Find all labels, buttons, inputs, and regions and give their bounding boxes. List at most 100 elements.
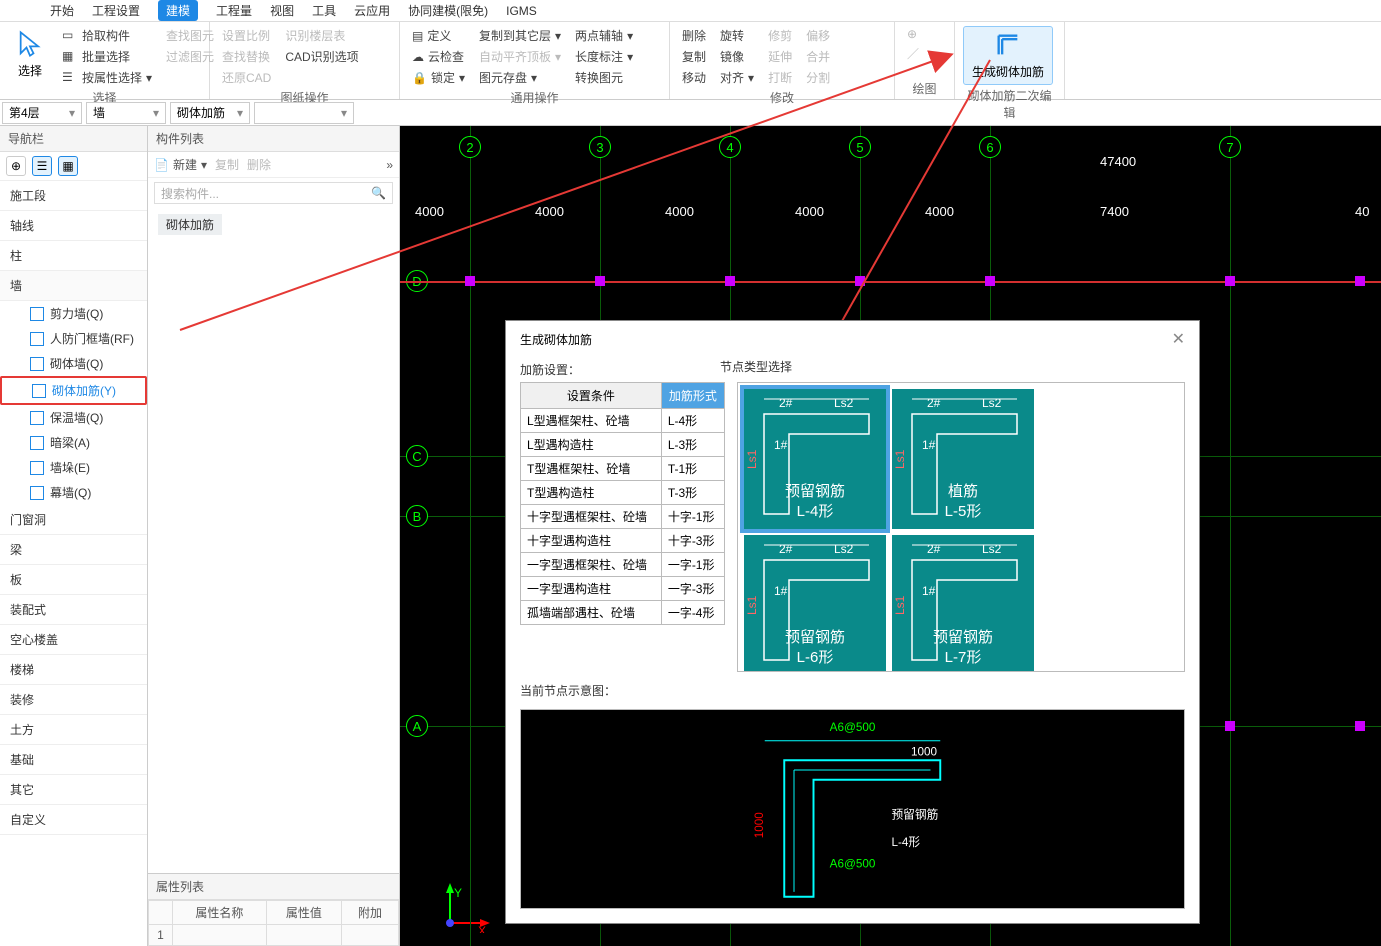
instance-select[interactable]: ▾ [254, 102, 354, 124]
nav-section[interactable]: 梁 [0, 535, 147, 565]
node-card[interactable]: 2#Ls2Ls11#预留钢筋L-6形 [744, 535, 886, 672]
menu-item[interactable]: 工程设置 [92, 2, 140, 19]
nav-section[interactable]: 自定义 [0, 805, 147, 835]
batch-select-button[interactable]: ▦批量选择 [58, 47, 156, 66]
nav-wall-item[interactable]: 暗梁(A) [0, 430, 147, 455]
menu-item[interactable]: 云应用 [354, 2, 390, 19]
copy-button[interactable]: 复制 [678, 47, 710, 66]
nav-section[interactable]: 柱 [0, 241, 147, 271]
nav-wall-item[interactable]: 人防门框墙(RF) [0, 326, 147, 351]
nav-wall-item[interactable]: 墙垛(E) [0, 455, 147, 480]
lock-button[interactable]: 🔒 锁定 ▾ [408, 68, 469, 87]
grip-point[interactable] [1225, 276, 1235, 286]
select-tool[interactable]: 选择 [8, 26, 52, 83]
nav-wall-item[interactable]: 幕墙(Q) [0, 480, 147, 505]
rotate-button[interactable]: 旋转 [716, 26, 758, 45]
grip-point[interactable] [1355, 721, 1365, 731]
align-button[interactable]: 对齐 ▾ [716, 68, 758, 87]
grip-point[interactable] [595, 276, 605, 286]
menu-item[interactable]: 工程量 [216, 2, 252, 19]
cfg-form[interactable]: 一字-3形 [661, 577, 724, 601]
cad-options-button[interactable]: CAD识别选项 [281, 47, 362, 66]
two-point-axis-button[interactable]: 两点辅轴 ▾ [571, 26, 637, 45]
nav-wall-item[interactable]: 砌体加筋(Y) [0, 376, 147, 405]
nav-wall-item[interactable]: 砌体墙(Q) [0, 351, 147, 376]
menu-item[interactable]: IGMS [506, 4, 537, 18]
menu-item[interactable]: 工具 [312, 2, 336, 19]
nav-section[interactable]: 基础 [0, 745, 147, 775]
new-button[interactable]: 📄 新建 ▾ [154, 156, 207, 173]
nav-section[interactable]: 板 [0, 565, 147, 595]
cfg-form[interactable]: T-3形 [661, 481, 724, 505]
restore-cad-button[interactable]: 还原CAD [218, 68, 275, 87]
cfg-condition[interactable]: 一字型遇框架柱、砼墙 [521, 553, 662, 577]
cfg-form[interactable]: 十字-1形 [661, 505, 724, 529]
menu-item[interactable]: 开始 [50, 2, 74, 19]
category-select[interactable]: 墙▾ [86, 102, 166, 124]
element-save-button[interactable]: 图元存盘 ▾ [475, 68, 565, 87]
nav-section[interactable]: 装修 [0, 685, 147, 715]
cfg-condition[interactable]: L型遇构造柱 [521, 433, 662, 457]
split-button[interactable]: 分割 [802, 68, 834, 87]
nav-list-icon[interactable]: ☰ [32, 156, 52, 176]
length-dim-button[interactable]: 长度标注 ▾ [571, 47, 637, 66]
merge-button[interactable]: 合并 [802, 47, 834, 66]
copy-to-floor-button[interactable]: 复制到其它层 ▾ [475, 26, 565, 45]
grip-point[interactable] [1355, 276, 1365, 286]
nav-section[interactable]: 装配式 [0, 595, 147, 625]
define-button[interactable]: ▤ 定义 [408, 26, 469, 45]
break-button[interactable]: 打断 [764, 68, 796, 87]
grip-point[interactable] [465, 276, 475, 286]
node-card[interactable]: 2#Ls2Ls11#预留钢筋L-4形 [744, 389, 886, 529]
cfg-condition[interactable]: T型遇框架柱、砼墙 [521, 457, 662, 481]
cfg-condition[interactable]: T型遇构造柱 [521, 481, 662, 505]
menu-item[interactable]: 视图 [270, 2, 294, 19]
grip-point[interactable] [855, 276, 865, 286]
nav-wall-item[interactable]: 保温墙(Q) [0, 405, 147, 430]
nav-section[interactable]: 轴线 [0, 211, 147, 241]
more-icon[interactable]: » [386, 158, 393, 172]
identify-floor-button[interactable]: 识别楼层表 [281, 26, 362, 45]
grip-point[interactable] [985, 276, 995, 286]
offset-button[interactable]: 偏移 [802, 26, 834, 45]
node-card[interactable]: 2#Ls2Ls11#植筋L-5形 [892, 389, 1034, 529]
draw-point-button[interactable]: ⊕ [903, 26, 923, 42]
nav-section[interactable]: 空心楼盖 [0, 625, 147, 655]
type-select[interactable]: 砌体加筋▾ [170, 102, 250, 124]
cfg-condition[interactable]: 十字型遇框架柱、砼墙 [521, 505, 662, 529]
cloud-check-button[interactable]: ☁ 云检查 [408, 47, 469, 66]
copy-button[interactable]: 复制 [215, 156, 239, 173]
wall-header[interactable]: 墙 [0, 271, 147, 301]
cfg-form[interactable]: 一字-1形 [661, 553, 724, 577]
nav-grid-icon[interactable]: ▦ [58, 156, 78, 176]
cfg-condition[interactable]: 孤墙端部遇柱、砼墙 [521, 601, 662, 625]
cfg-form[interactable]: L-4形 [661, 409, 724, 433]
set-scale-button[interactable]: 设置比例 [218, 26, 275, 45]
auto-align-button[interactable]: 自动平齐顶板 ▾ [475, 47, 565, 66]
grip-point[interactable] [725, 276, 735, 286]
nav-section[interactable]: 施工段 [0, 181, 147, 211]
floor-select[interactable]: 第4层▾ [2, 102, 82, 124]
cfg-condition[interactable]: 十字型遇构造柱 [521, 529, 662, 553]
cfg-form[interactable]: 十字-3形 [661, 529, 724, 553]
nav-section[interactable]: 土方 [0, 715, 147, 745]
cfg-condition[interactable]: L型遇框架柱、砼墙 [521, 409, 662, 433]
find-replace-button[interactable]: 查找替换 [218, 47, 275, 66]
delete-button[interactable]: 删除 [247, 156, 271, 173]
nav-wall-item[interactable]: 剪力墙(Q) [0, 301, 147, 326]
menu-item-active[interactable]: 建模 [158, 0, 198, 21]
close-icon[interactable]: ✕ [1172, 329, 1185, 349]
cfg-condition[interactable]: 一字型遇构造柱 [521, 577, 662, 601]
node-card[interactable]: 2#Ls2Ls11#预留钢筋L-7形 [892, 535, 1034, 672]
generate-masonry-rebar-button[interactable]: 生成砌体加筋 [963, 26, 1053, 85]
nav-section[interactable]: 门窗洞 [0, 505, 147, 535]
search-input[interactable]: 搜索构件...🔍 [154, 182, 393, 204]
cfg-form[interactable]: L-3形 [661, 433, 724, 457]
mirror-button[interactable]: 镜像 [716, 47, 758, 66]
pick-component-button[interactable]: ▭拾取构件 [58, 26, 156, 45]
menu-item[interactable]: 协同建模(限免) [408, 2, 488, 19]
select-by-prop-button[interactable]: ☰按属性选择 ▾ [58, 68, 156, 87]
cfg-form[interactable]: T-1形 [661, 457, 724, 481]
draw-line-button[interactable]: ／ [903, 44, 923, 63]
convert-element-button[interactable]: 转换图元 [571, 68, 637, 87]
